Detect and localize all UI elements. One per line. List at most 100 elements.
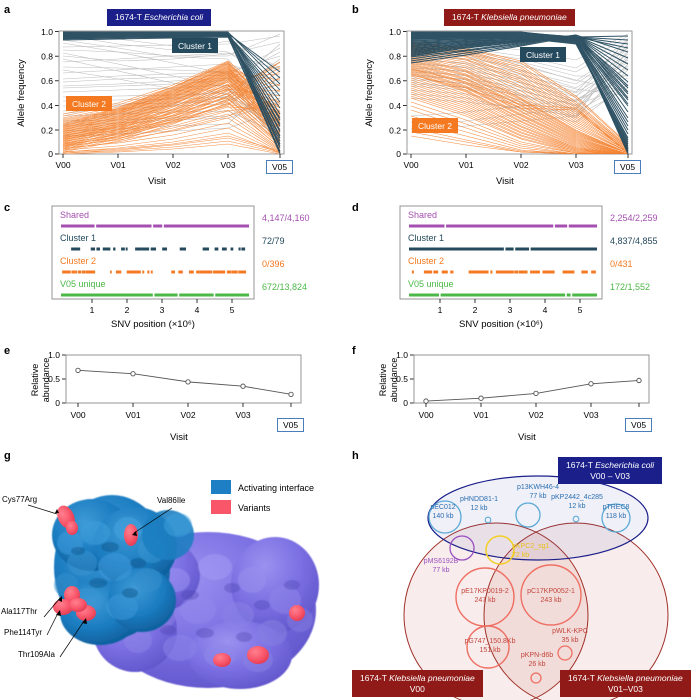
svg-text:V00: V00	[70, 410, 85, 420]
panel-d-plot: Shared 2,254/2,259 Cluster 1 4,837/4,855 Clu…	[348, 200, 696, 340]
panel-b-title-prefix: 1674-T	[452, 12, 482, 22]
panel-b-frame	[406, 30, 633, 155]
panel-a-v05-highlight[interactable]: V05	[266, 160, 294, 174]
snv-row-count-0: 4,147/4,160	[262, 213, 310, 223]
venn-label-prefix: 1674-T	[566, 460, 596, 470]
snv-row-label-1: Cluster 1	[60, 233, 96, 243]
svg-text:V02: V02	[513, 160, 528, 170]
snv-row-count-2: 0/431	[610, 259, 633, 269]
panel-h-venn	[348, 455, 696, 700]
panel-f-line	[425, 379, 640, 402]
plasmid-label-pWLK-KPC: pWLK-KPC 35 kb	[540, 628, 600, 646]
svg-text:0.8: 0.8	[389, 52, 401, 62]
panel-a-title-species: Escherichia coli	[144, 12, 204, 22]
annotation-leaders	[27, 504, 173, 658]
plasmid-label-p13KWH46-4: p13KWH46-4 77 kb	[503, 484, 573, 502]
panel-e-line	[77, 369, 292, 395]
annotation-phe114tyr: Phe114Tyr	[4, 628, 43, 637]
venn-label-visits: V00	[409, 683, 425, 694]
venn-label-visits: V01–V03	[607, 683, 643, 694]
plasmid-name: pE17KP0019-2	[461, 588, 509, 595]
panel-f-v05-highlight[interactable]: V05	[625, 418, 653, 432]
panel-a-xlabel: Visit	[148, 176, 166, 187]
svg-text:3: 3	[508, 305, 513, 315]
plasmid-label-pTREC8: pTREC8 118 kb	[590, 504, 642, 522]
annotation-val86ile: Val86Ile	[157, 496, 186, 505]
venn-label-kpn-v01-v03: 1674-T Klebsiella pneumoniae V01–V03	[560, 670, 691, 698]
plasmid-size: 12 kb	[470, 504, 488, 512]
plasmid-label-pKPC2_sg1: pKPC2_sg1 72 kb	[512, 543, 568, 561]
data-point-V01	[130, 371, 136, 377]
svg-text:V03: V03	[235, 410, 250, 420]
plasmid-ring-pMS6192B	[449, 535, 475, 561]
plasmid-name: pWLK-KPC	[552, 628, 588, 635]
panel-e-xlabel: Visit	[170, 432, 188, 443]
svg-text:0: 0	[55, 398, 60, 408]
venn-label-species: Escherichia coli	[595, 460, 655, 470]
annotation-cys77arg: Cys77Arg	[2, 495, 38, 504]
plasmid-ring-pEC012	[428, 500, 462, 534]
plasmid-ring-pWLK-KPC	[557, 645, 573, 661]
plasmid-size: 72 kb	[512, 551, 530, 559]
panel-e-y-ticklabels: 1.0 0.5 0	[48, 350, 60, 408]
panel-d-rows: Shared 2,254/2,259 Cluster 1 4,837/4,855 Clu…	[408, 210, 658, 297]
plasmid-name: pHNDD81-1	[459, 496, 499, 503]
plasmid-ring-p13KWH46-4	[515, 502, 541, 528]
svg-text:2: 2	[125, 305, 130, 315]
panel-e-points	[75, 367, 294, 398]
plasmid-label-pKP2442_4c285: pKP2442_4c285 12 kb	[541, 494, 613, 512]
svg-text:1: 1	[438, 305, 443, 315]
svg-text:0.8: 0.8	[41, 52, 53, 62]
svg-text:V02: V02	[165, 160, 180, 170]
plasmid-size: 77 kb	[432, 566, 450, 574]
snv-row-label-2: Cluster 2	[408, 256, 444, 266]
venn-set-ecoli	[427, 475, 649, 561]
venn-label-species: Klebsiella pneumoniae	[597, 673, 683, 683]
panel-label-e: e	[4, 345, 11, 357]
plasmid-label-pKPN-d6b: pKPN-d6b 26 kb	[508, 652, 566, 670]
legend-label-activating-interface: Activating interface	[238, 483, 314, 493]
svg-text:V00: V00	[55, 160, 70, 170]
plasmid-ring-pKPC2_sg1	[485, 535, 515, 565]
plasmid-size: 118 kb	[605, 512, 627, 520]
panel-e-ylabel-line2: abundance	[41, 358, 51, 403]
panel-b-v05-highlight[interactable]: V05	[614, 160, 642, 174]
plasmid-size: 243 kb	[540, 596, 562, 604]
panel-label-g: g	[4, 450, 11, 462]
data-point-V02	[185, 379, 191, 385]
plasmid-size: 77 kb	[529, 492, 547, 500]
data-point-V01	[478, 395, 484, 401]
plasmid-size: 12 kb	[568, 502, 586, 510]
panel-a-x-ticklabels: V00 V01 V02 V03	[55, 160, 235, 170]
plasmid-label-pEC012: pEC012 140 kb	[418, 504, 468, 522]
panel-f-ylabel-line2: abundance	[389, 358, 399, 403]
venn-label-visits: V00 – V03	[590, 470, 630, 481]
panel-f-plot: 1.0 0.5 0 Relative abundance V00 V01 V02 V0…	[348, 342, 696, 447]
snv-row-count-2: 0/396	[262, 259, 285, 269]
legend-label-variants: Variants	[238, 503, 271, 513]
plasmid-label-pHNDD81-1: pHNDD81-1 12 kb	[444, 496, 514, 514]
panel-b-title-species: Klebsiella pneumoniae	[481, 12, 567, 22]
snv-row-count-1: 72/79	[262, 236, 285, 246]
venn-label-species: Klebsiella pneumoniae	[389, 673, 475, 683]
svg-text:1: 1	[90, 305, 95, 315]
panel-e-v05-highlight[interactable]: V05	[277, 418, 305, 432]
panel-c-x-ticks	[91, 299, 233, 303]
snv-row-count-1: 4,837/4,855	[610, 236, 658, 246]
snv-row-label-0: Shared	[408, 210, 437, 220]
plasmid-label-pG747_150.8Kb: pG747_150.8Kb 151 kb	[452, 638, 528, 656]
panel-e-frame	[65, 354, 302, 404]
plasmid-name: pKP2442_4c285	[551, 494, 603, 501]
plasmid-label-pC17KP0052-1: pC17KP0052-1 243 kb	[516, 588, 586, 606]
panel-b-cluster1-badge: Cluster 1	[520, 47, 567, 62]
panel-f-xlabel: Visit	[518, 432, 536, 443]
plasmid-size: 151 kb	[479, 646, 501, 654]
svg-text:V00: V00	[403, 160, 418, 170]
snv-row-label-1: Cluster 1	[408, 233, 444, 243]
panel-g-structure: Activating interface Variants	[0, 455, 348, 700]
panel-label-d: d	[352, 202, 359, 214]
annotation-ala117thr: Ala117Thr	[1, 607, 38, 616]
venn-label-ecoli: 1674-T Escherichia coli V00 – V03	[558, 457, 663, 485]
svg-text:V01: V01	[125, 410, 140, 420]
legend-swatch-activating-interface	[211, 480, 231, 494]
